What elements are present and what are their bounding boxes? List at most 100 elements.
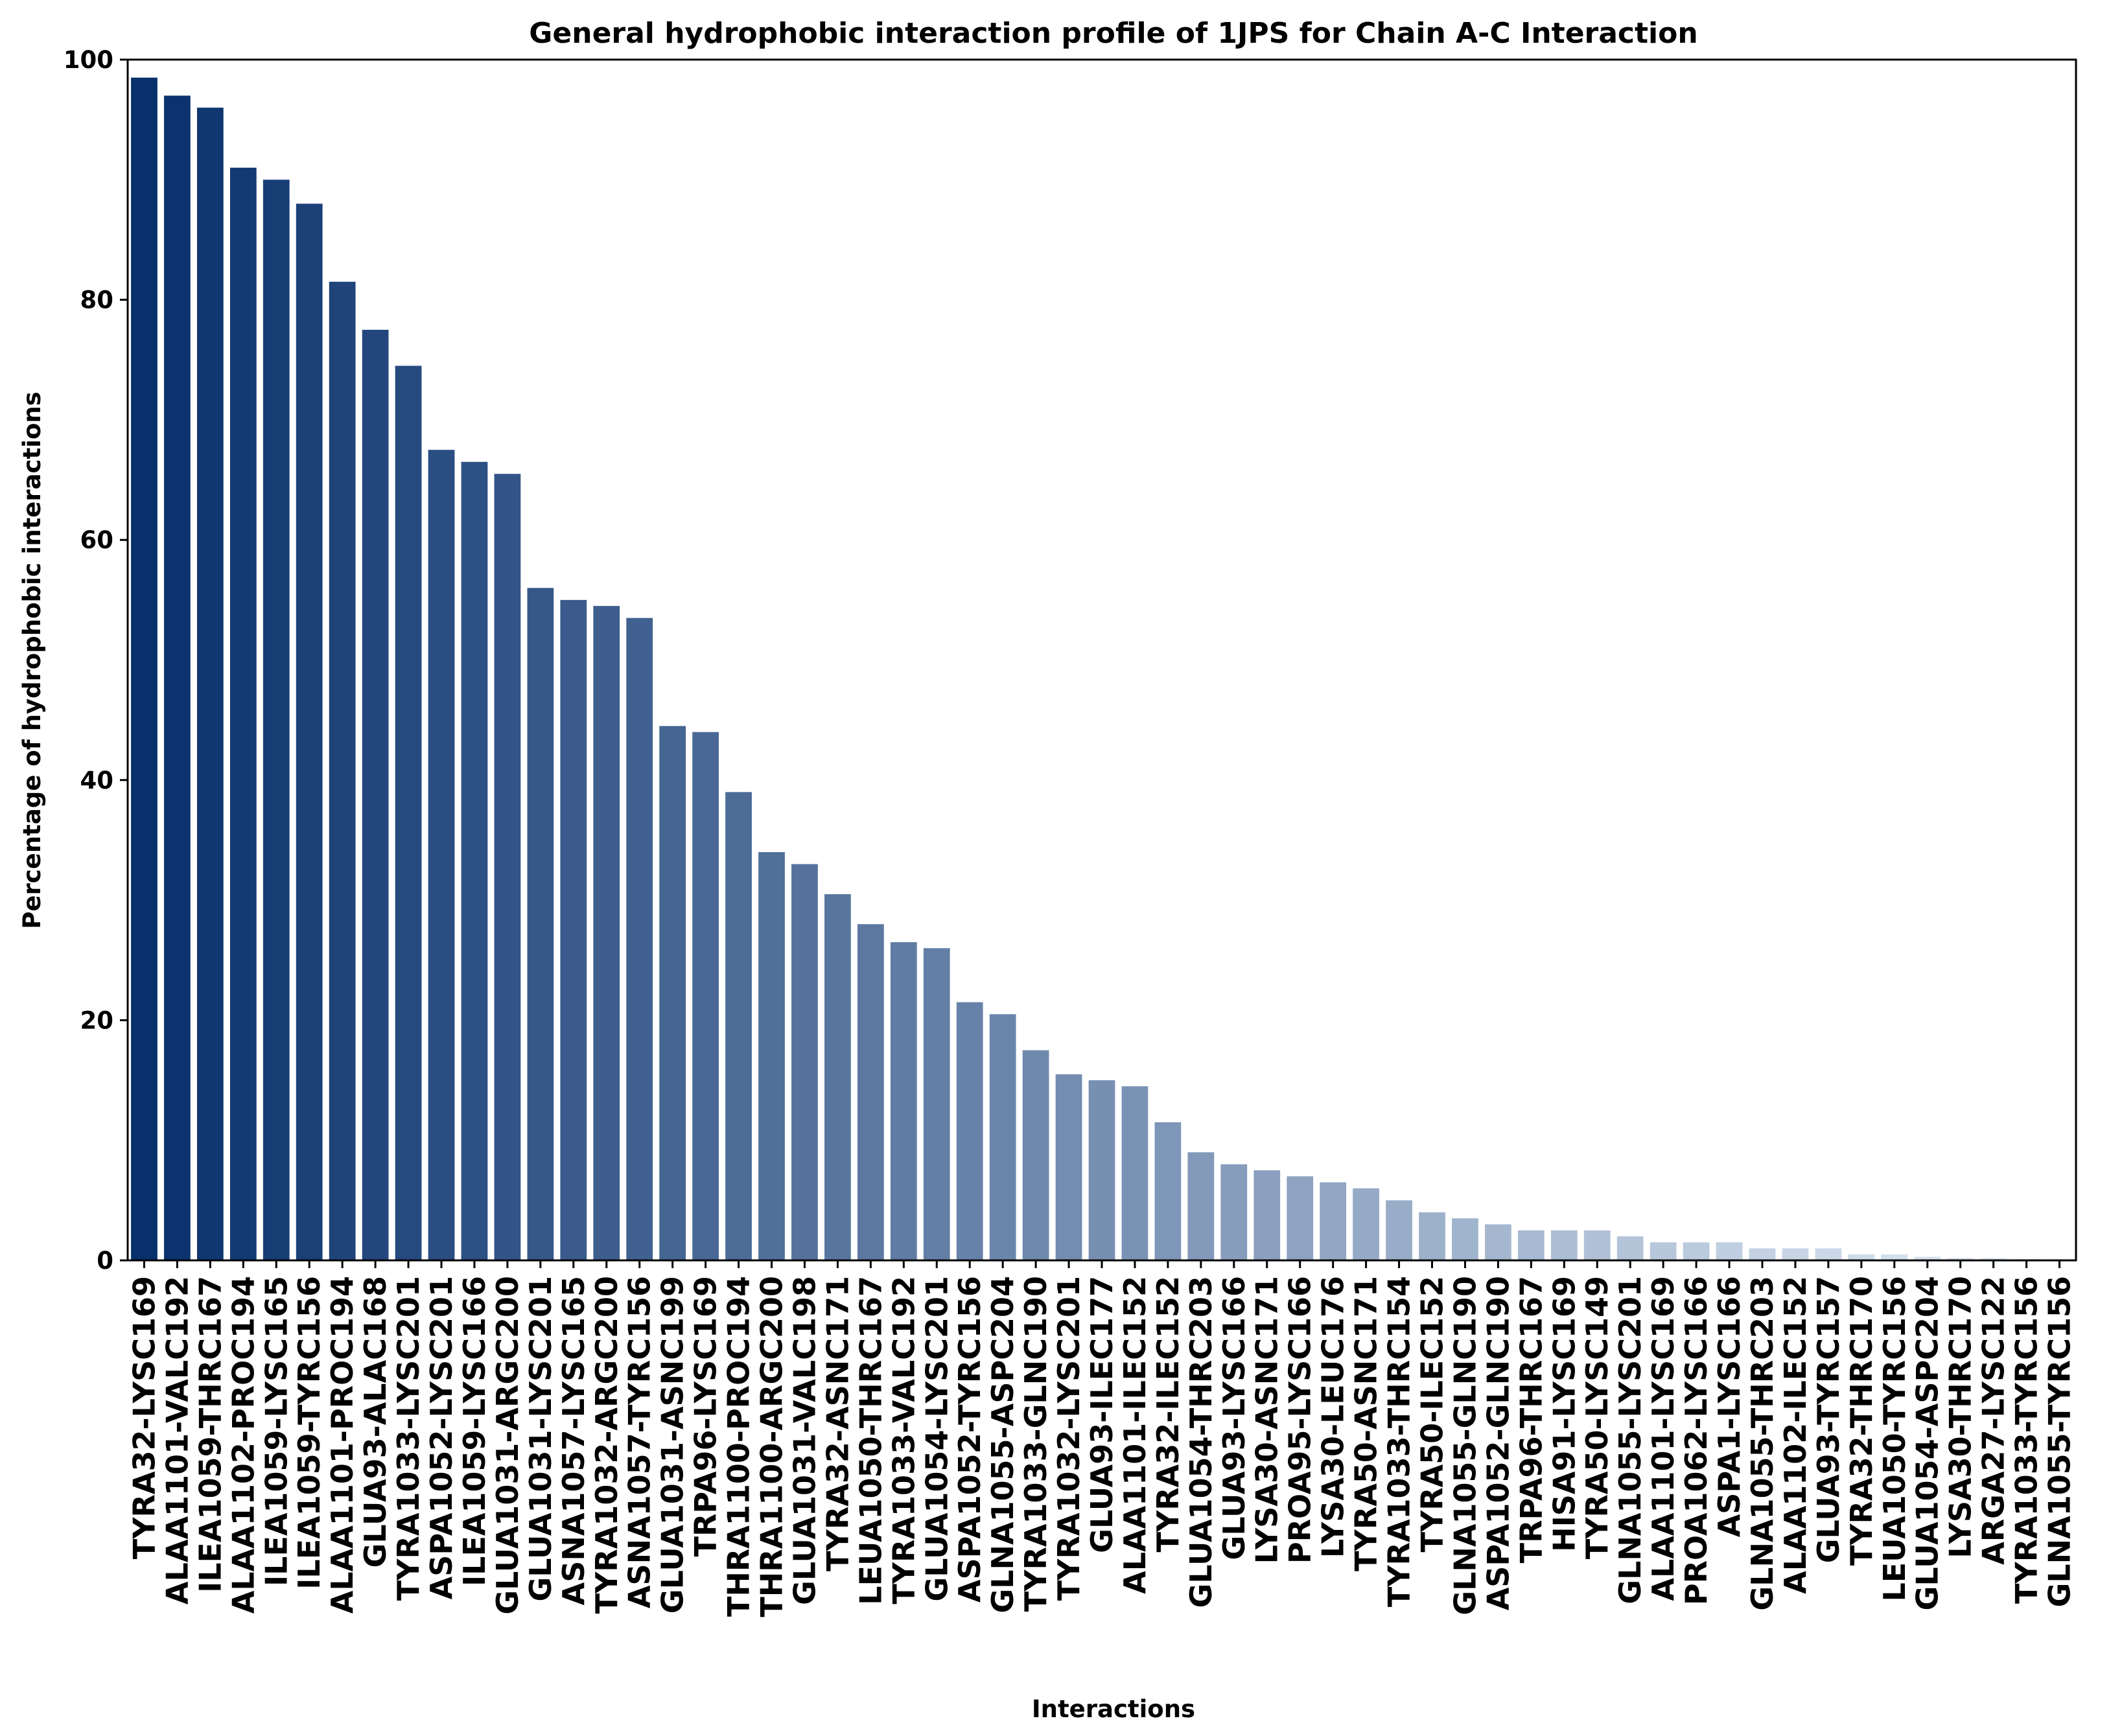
x-tick-label: GLNA1055-GLNC190 xyxy=(1447,1276,1482,1615)
x-tick-label: PROA1062-LYSC166 xyxy=(1679,1276,1714,1605)
bar-TYRA1033-THRC154 xyxy=(1386,1200,1412,1260)
bar-GLUA1054-THRC203 xyxy=(1187,1152,1214,1260)
x-tick-label: LYSA30-ASNC171 xyxy=(1250,1276,1285,1564)
x-tick-label: TRPA96-THRC167 xyxy=(1513,1276,1548,1563)
bar-LYSA30-ASNC171 xyxy=(1254,1170,1280,1260)
x-tick-label: ASNA1057-TYRC156 xyxy=(622,1276,657,1608)
bar-ASPA1-LYSC166 xyxy=(1716,1242,1743,1260)
x-tick-label: LEUA1050-TYRC156 xyxy=(1877,1276,1912,1602)
bar-TYRA32-LYSC169 xyxy=(131,78,157,1260)
y-axis-label: Percentage of hydrophobic interactions xyxy=(18,391,46,929)
chart-title: General hydrophobic interaction profile … xyxy=(529,17,1697,50)
bar-GLUA93-TYRC157 xyxy=(1815,1248,1842,1260)
x-tick-label: GLNA1055-ASPC204 xyxy=(985,1276,1020,1614)
x-tick-label: GLUA93-ILEC177 xyxy=(1084,1276,1119,1553)
x-tick-label: TYRA1033-TYRC156 xyxy=(2009,1276,2044,1604)
x-tick-label: GLUA93-ALAC168 xyxy=(358,1276,393,1568)
x-tick-label: ASPA1052-GLNC190 xyxy=(1480,1276,1515,1610)
x-tick-label: THRA1100-ARGC200 xyxy=(754,1276,789,1617)
bar-TYRA1033-GLNC190 xyxy=(1023,1050,1049,1260)
x-tick-label: LYSA30-LEUC176 xyxy=(1316,1276,1351,1558)
y-tick-label: 60 xyxy=(80,526,114,554)
x-tick-label: LYSA30-THRC170 xyxy=(1943,1276,1978,1558)
x-tick-label: ARGA27-LYSC122 xyxy=(1976,1276,2011,1565)
bar-ALAA1102-PROC194 xyxy=(230,168,257,1260)
x-tick-label: GLUA93-TYRC157 xyxy=(1811,1276,1846,1563)
x-tick-label: GLUA93-LYSC166 xyxy=(1217,1276,1252,1560)
x-tick-label: ALAA1102-ILEC152 xyxy=(1778,1276,1813,1594)
bar-GLUA1031-LYSC201 xyxy=(527,588,554,1260)
bar-ASPA1052-LYSC201 xyxy=(428,450,455,1260)
x-tick-label: TYRA32-THRC170 xyxy=(1844,1276,1879,1566)
bar-GLUA1031-ARGC200 xyxy=(495,474,521,1260)
x-tick-label: GLUA1031-ASNC199 xyxy=(655,1276,690,1614)
x-tick-label: ALAA1102-PROC194 xyxy=(226,1276,261,1614)
x-tick-label: TYRA1032-ARGC200 xyxy=(589,1276,624,1614)
x-tick-label: ILEA1059-LYSC165 xyxy=(259,1276,294,1586)
bar-LYSA30-LEUC176 xyxy=(1320,1183,1346,1260)
x-ticks: TYRA32-LYSC169ALAA1101-VALC192ILEA1059-T… xyxy=(126,1260,2077,1617)
x-tick-label: ILEA1059-THRC167 xyxy=(192,1276,227,1593)
bar-ALAA1101-PROC194 xyxy=(329,282,356,1260)
bar-TYRA50-ILEC152 xyxy=(1419,1212,1445,1260)
x-tick-label: GLUA1054-ASPC204 xyxy=(1910,1276,1945,1610)
bar-TYRA50-ASNC171 xyxy=(1353,1188,1379,1260)
x-tick-label: GLUA1031-VALC198 xyxy=(787,1276,822,1605)
x-tick-label: GLUA1031-LYSC201 xyxy=(523,1276,558,1601)
x-tick-label: GLNA1055-TYRC156 xyxy=(2042,1276,2077,1607)
x-tick-label: ALAA1101-ILEC152 xyxy=(1117,1276,1152,1594)
y-tick-label: 40 xyxy=(80,767,114,794)
x-tick-label: THRA1100-PROC194 xyxy=(721,1276,756,1617)
bar-ASPA1052-TYRC156 xyxy=(957,1002,983,1260)
bar-TYRA32-ILEC152 xyxy=(1155,1122,1182,1260)
bar-GLUA1054-LYSC201 xyxy=(924,948,950,1260)
x-tick-label: GLUA1054-THRC203 xyxy=(1184,1276,1219,1608)
bar-THRA1100-PROC194 xyxy=(725,792,752,1260)
x-tick-label: TYRA1033-GLNC190 xyxy=(1018,1276,1053,1612)
x-tick-label: TYRA50-LYSC149 xyxy=(1580,1276,1615,1559)
bar-TYRA1033-LYSC201 xyxy=(395,366,422,1260)
x-tick-label: ASNA1057-LYSC165 xyxy=(556,1276,591,1605)
x-tick-label: TYRA50-ASNC171 xyxy=(1349,1276,1384,1571)
x-tick-label: ALAA1101-VALC192 xyxy=(159,1276,194,1604)
bar-ALAA1101-VALC192 xyxy=(164,96,191,1260)
x-tick-label: TYRA32-LYSC169 xyxy=(126,1276,161,1559)
x-tick-label: ILEA1059-TYRC156 xyxy=(292,1276,327,1590)
bar-ASNA1057-LYSC165 xyxy=(560,600,587,1260)
bar-THRA1100-ARGC200 xyxy=(758,852,785,1260)
bar-GLNA1055-LYSC201 xyxy=(1617,1236,1644,1260)
bar-GLUA93-LYSC166 xyxy=(1220,1164,1247,1260)
bars-layer xyxy=(131,78,2073,1260)
x-tick-label: TYRA32-ASNC171 xyxy=(820,1276,855,1571)
x-tick-label: ASPA1052-TYRC156 xyxy=(952,1276,987,1603)
x-tick-label: GLUA1054-LYSC201 xyxy=(919,1276,954,1601)
x-tick-label: ILEA1059-LYSC166 xyxy=(457,1276,492,1586)
bar-ILEA1059-TYRC156 xyxy=(296,203,323,1260)
y-ticks: 0 20 40 60 80 100 xyxy=(64,46,128,1275)
x-tick-label: TYRA1033-THRC154 xyxy=(1382,1276,1417,1607)
x-tick-label: TYRA1033-VALC192 xyxy=(886,1276,921,1604)
bar-LEUA1050-THRC167 xyxy=(857,924,884,1260)
x-tick-label: TYRA32-ILEC152 xyxy=(1150,1276,1185,1552)
x-tick-label: GLNA1055-THRC203 xyxy=(1745,1276,1780,1611)
x-tick-label: TRPA96-LYSC169 xyxy=(688,1276,723,1557)
x-tick-label: ASPA1-LYSC166 xyxy=(1712,1276,1747,1537)
x-axis-label: Interactions xyxy=(1032,1695,1195,1723)
y-tick-label: 80 xyxy=(80,286,114,314)
x-tick-label: ALAA1101-PROC194 xyxy=(325,1276,360,1614)
bar-TYRA32-ASNC171 xyxy=(824,894,851,1260)
x-tick-label: HISA91-LYSC169 xyxy=(1546,1276,1581,1552)
bar-TYRA1033-VALC192 xyxy=(891,942,917,1260)
bar-ASNA1057-TYRC156 xyxy=(626,618,653,1260)
bar-ALAA1101-LYSC169 xyxy=(1650,1242,1677,1260)
bar-GLUA93-ALAC168 xyxy=(362,330,389,1260)
x-tick-label: ASPA1052-LYSC201 xyxy=(424,1276,459,1599)
bar-ALAA1101-ILEC152 xyxy=(1122,1086,1149,1260)
bar-TRPA96-LYSC169 xyxy=(692,732,719,1260)
x-tick-label: TYRA1033-LYSC201 xyxy=(391,1276,426,1601)
bar-PROA1062-LYSC166 xyxy=(1683,1242,1710,1260)
bar-GLUA1031-ASNC199 xyxy=(659,726,686,1260)
bar-TYRA1032-ARGC200 xyxy=(593,606,620,1260)
x-tick-label: TYRA1032-LYSC201 xyxy=(1051,1276,1086,1601)
